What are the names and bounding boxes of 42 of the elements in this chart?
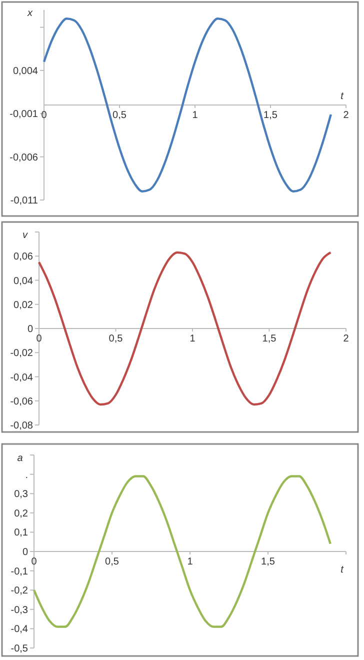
x-tick-label: 1 — [190, 334, 196, 344]
y-tick-label: . — [25, 470, 28, 481]
y-tick-label: 0,3 — [14, 489, 28, 500]
y-tick-label: -0,2 — [10, 586, 28, 597]
x-tick-label: 1,5 — [262, 334, 277, 344]
x-axis-title: t — [340, 91, 345, 102]
y-tick-label: -0,06 — [10, 396, 34, 408]
y-tick-label: 0,04 — [14, 276, 34, 287]
y-tick-label: -0,4 — [10, 624, 28, 636]
line-series — [38, 251, 332, 406]
y-tick-label: 0,02 — [14, 300, 34, 311]
y-tick-label: 0,2 — [14, 508, 28, 520]
x-tick-label: 2 — [343, 110, 350, 121]
x-axis-title: t — [340, 564, 345, 576]
x-tick-label: 1,5 — [261, 556, 276, 568]
y-tick-label: 0 — [27, 324, 34, 335]
y-tick-label: -0,5 — [10, 644, 28, 654]
x-tick-label: 0,5 — [105, 556, 120, 568]
y-tick-label: 0,06 — [14, 252, 34, 263]
y-tick-label: -0,011 — [10, 196, 38, 206]
y-tick-label: -0,02 — [10, 348, 34, 360]
y-tick-label: -0,04 — [10, 372, 34, 384]
y-axis-title: v — [22, 230, 28, 241]
line-series — [32, 475, 332, 628]
line-series — [42, 18, 332, 192]
x-tick-label: 1,5 — [264, 110, 278, 121]
y-axis-title: x — [26, 8, 34, 19]
y-tick-label: 0,1 — [14, 528, 28, 539]
y-tick-label: -0,08 — [10, 420, 34, 432]
y-tick-label: -0,001 — [10, 109, 38, 120]
x-tick-label: 0 — [41, 110, 48, 121]
y-tick-label: -0,006 — [10, 152, 38, 164]
x-tick-label: 1 — [187, 556, 194, 568]
x-tick-label: 1 — [192, 110, 198, 121]
y-tick-label: 0 — [22, 547, 28, 558]
y-axis-title: a — [17, 453, 24, 464]
y-tick-label: 0,004 — [12, 66, 38, 77]
y-tick-label: -0,1 — [10, 566, 28, 578]
x-tick-label: 0,5 — [108, 334, 124, 344]
x-tick-label: 0,5 — [112, 110, 127, 121]
y-tick-label: -0,3 — [10, 604, 28, 616]
x-tick-label: 2 — [343, 334, 350, 344]
